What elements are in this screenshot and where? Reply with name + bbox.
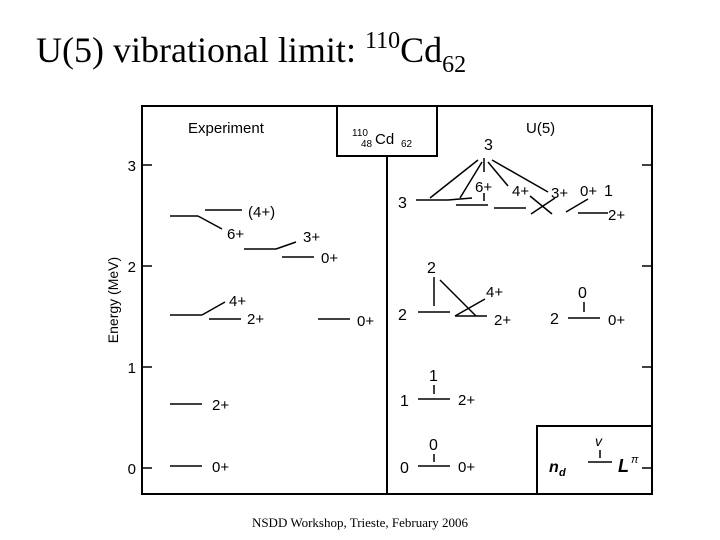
title-element: Cd bbox=[400, 30, 443, 70]
title-neutron-number: 62 bbox=[442, 52, 467, 78]
exp-label-0plus: 0+ bbox=[212, 459, 229, 476]
nucleus-neutron: 62 bbox=[401, 139, 413, 150]
u5-label-4plus: 4+ bbox=[486, 284, 503, 301]
u5-cross-b bbox=[530, 197, 556, 215]
u5-state-0b: 0 bbox=[578, 285, 587, 302]
u5-connector-2a bbox=[439, 279, 477, 317]
u5-label-2plus: 2+ bbox=[458, 392, 475, 409]
nucleus-atomic: 48 bbox=[361, 139, 373, 150]
legend-pi: π bbox=[631, 454, 639, 466]
legend-n: n bbox=[549, 459, 559, 476]
u5-state-2b: 2 bbox=[550, 311, 559, 328]
u5-fan-3 bbox=[487, 161, 509, 187]
y-tick-label-1: 1 bbox=[128, 360, 136, 377]
u5-group-0: 0 bbox=[429, 437, 438, 454]
nucleus-mass: 110 bbox=[352, 128, 368, 139]
u5-label-2plus-c: 2+ bbox=[608, 207, 625, 224]
legend-box bbox=[536, 425, 653, 495]
figure-frame bbox=[141, 105, 653, 495]
exp-label-6plus: 6+ bbox=[227, 226, 244, 243]
legend-v: v bbox=[595, 433, 603, 449]
u5-cross-a bbox=[529, 195, 553, 215]
u5-label-0plus-b: 0+ bbox=[608, 312, 625, 329]
u5-label-0plus-c: 0+ bbox=[580, 183, 597, 200]
y-tick-label-3: 3 bbox=[128, 158, 136, 175]
nucleus-symbol: Cd bbox=[375, 131, 394, 148]
model-header: U(5) bbox=[526, 120, 555, 137]
exp-label-2plus: 2+ bbox=[212, 397, 229, 414]
exp-label-0plus-c: 0+ bbox=[321, 250, 338, 267]
u5-state-1b: 1 bbox=[604, 183, 613, 200]
footer: NSDD Workshop, Trieste, February 2006 bbox=[251, 515, 469, 530]
slide-title: U(5) vibrational limit: 110Cd62 bbox=[36, 28, 466, 79]
exp-label-2plus-b: 2+ bbox=[247, 311, 264, 328]
exp-label-4plus-paren: (4+) bbox=[248, 204, 275, 221]
u5-state-0: 0 bbox=[400, 460, 409, 477]
u5-connector-3 bbox=[447, 197, 473, 201]
u5-label-4plus-b: 4+ bbox=[512, 183, 529, 200]
u5-group-1: 1 bbox=[429, 368, 438, 385]
y-tick-label-2: 2 bbox=[128, 259, 136, 276]
exp-connector-6 bbox=[197, 215, 223, 230]
exp-label-3plus: 3+ bbox=[303, 229, 320, 246]
u5-group-3: 3 bbox=[484, 137, 493, 154]
y-axis-label: Energy (MeV) bbox=[105, 257, 121, 343]
title-mass-number: 110 bbox=[364, 28, 401, 54]
nucleus-box bbox=[336, 105, 438, 157]
legend-d: d bbox=[559, 467, 566, 479]
experiment-header: Experiment bbox=[188, 120, 265, 137]
exp-connector-4 bbox=[201, 301, 226, 316]
u5-label-0plus: 0+ bbox=[458, 459, 475, 476]
u5-label-2plus-b: 2+ bbox=[494, 312, 511, 329]
y-tick-label-0: 0 bbox=[128, 461, 136, 478]
u5-connector-0 bbox=[565, 198, 589, 213]
u5-group-2: 2 bbox=[427, 260, 436, 277]
exp-label-0plus-b: 0+ bbox=[357, 313, 374, 330]
u5-label-3plus: 3+ bbox=[551, 185, 568, 202]
exp-label-4plus: 4+ bbox=[229, 293, 246, 310]
title-text: U(5) vibrational limit: bbox=[36, 30, 365, 70]
u5-connector-2b bbox=[454, 298, 486, 317]
u5-fan-2 bbox=[459, 161, 483, 199]
u5-state-3: 3 bbox=[398, 195, 407, 212]
u5-fan-4 bbox=[491, 159, 549, 193]
u5-state-2: 2 bbox=[398, 307, 407, 324]
legend-L: L bbox=[618, 456, 629, 476]
exp-connector-3 bbox=[275, 241, 297, 250]
u5-state-1: 1 bbox=[400, 393, 409, 410]
u5-fan-1 bbox=[429, 159, 479, 199]
u5-label-6plus: 6+ bbox=[475, 179, 492, 196]
